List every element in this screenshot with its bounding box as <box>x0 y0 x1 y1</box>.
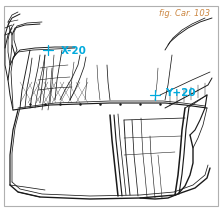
Text: X-20: X-20 <box>61 46 87 56</box>
Text: fig. Car. 103: fig. Car. 103 <box>159 9 210 18</box>
Text: Y+20: Y+20 <box>165 88 196 98</box>
